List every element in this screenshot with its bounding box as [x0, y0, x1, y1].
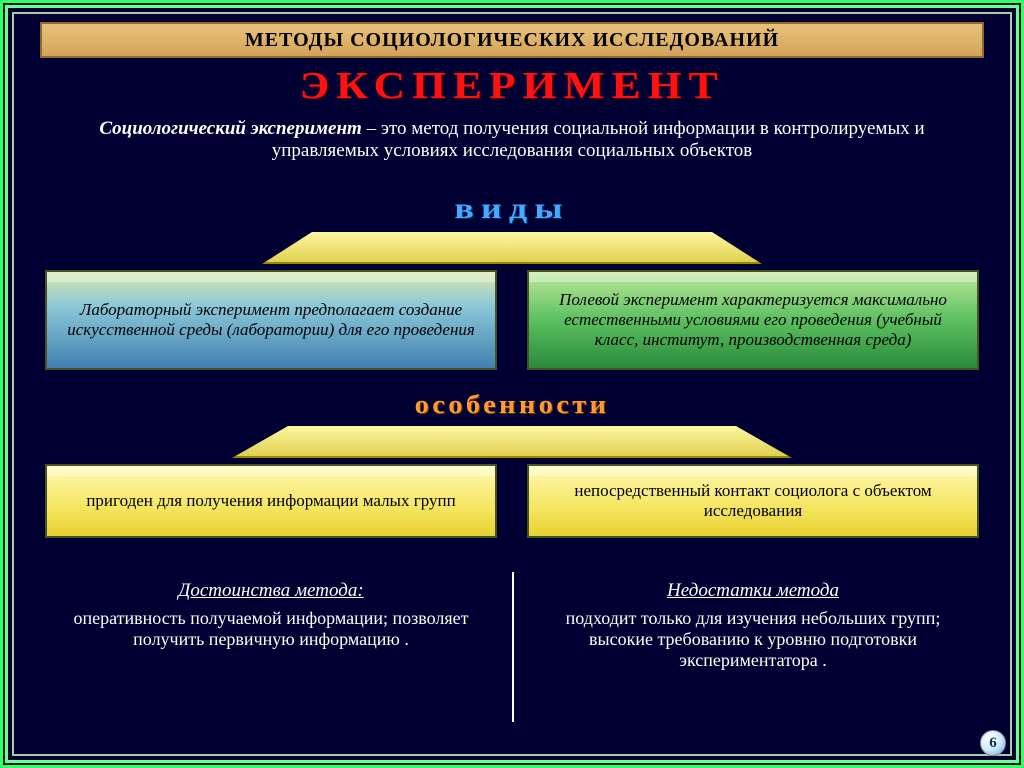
- types-row: Лабораторный эксперимент предполагает со…: [45, 270, 979, 370]
- disadvantages-title: Недостатки метода: [532, 580, 974, 602]
- box-lab-lead: Лабораторный: [80, 300, 192, 319]
- advantages-body: оперативность получаемой информации; поз…: [50, 608, 492, 650]
- page-number: 6: [989, 735, 997, 752]
- feature-box-left: пригоден для получения информации малых …: [45, 464, 497, 538]
- advantages-column: Достоинства метода: оперативность получа…: [50, 580, 492, 671]
- divider-trapezoid-1: [0, 232, 1024, 264]
- box-field: Полевой эксперимент характеризуется макс…: [527, 270, 979, 370]
- feature-right-text: непосредственный контакт социолога с объ…: [543, 481, 963, 521]
- divider-trapezoid-2: [0, 426, 1024, 458]
- box-field-lead: Полевой: [559, 290, 619, 309]
- title-bar: МЕТОДЫ СОЦИОЛОГИЧЕСКИХ ИССЛЕДОВАНИЙ: [40, 22, 984, 58]
- disadvantages-body: подходит только для изучения небольших г…: [532, 608, 974, 671]
- trapezoid-shape: [232, 426, 792, 458]
- disadvantages-column: Недостатки метода подходит только для из…: [532, 580, 974, 671]
- bottom-columns: Достоинства метода: оперативность получа…: [50, 580, 974, 671]
- box-laboratory: Лабораторный эксперимент предполагает со…: [45, 270, 497, 370]
- advantages-title: Достоинства метода:: [50, 580, 492, 602]
- heading-types: виды: [0, 192, 1024, 226]
- definition-term: Социологический эксперимент: [99, 118, 361, 139]
- box-field-rest: эксперимент характеризуется максимально …: [564, 290, 947, 349]
- feature-box-right: непосредственный контакт социолога с объ…: [527, 464, 979, 538]
- heading-experiment: ЭКСПЕРИМЕНТ: [0, 64, 1024, 108]
- heading-features: особенности: [0, 390, 1024, 420]
- title-text: МЕТОДЫ СОЦИОЛОГИЧЕСКИХ ИССЛЕДОВАНИЙ: [245, 29, 779, 52]
- feature-left-text: пригоден для получения информации малых …: [86, 491, 455, 511]
- trapezoid-shape: [262, 232, 762, 264]
- definition-rest: – это метод получения социальной информа…: [272, 118, 925, 161]
- features-row: пригоден для получения информации малых …: [45, 464, 979, 538]
- page-number-badge: 6: [980, 730, 1006, 756]
- definition-block: Социологический эксперимент – это метод …: [50, 118, 974, 162]
